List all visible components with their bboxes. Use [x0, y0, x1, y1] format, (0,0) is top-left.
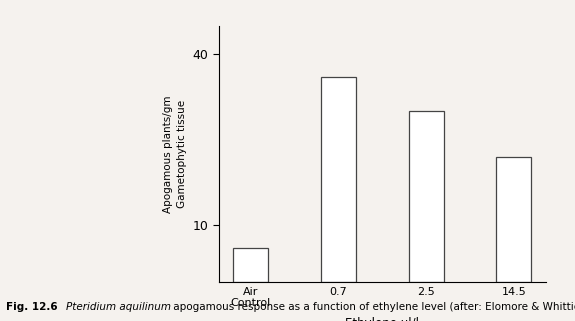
Bar — [233, 248, 269, 282]
Text: apogamous response as a function of ethylene level (after: Elomore & Whittier,: apogamous response as a function of ethy… — [170, 302, 575, 312]
Text: Fig. 12.6: Fig. 12.6 — [6, 302, 58, 312]
Bar — [409, 111, 444, 282]
Bar — [321, 77, 356, 282]
Y-axis label: Apogamous plants/gm
Gametophytic tissue: Apogamous plants/gm Gametophytic tissue — [163, 95, 187, 213]
Text: Pteridium aquilinum: Pteridium aquilinum — [66, 302, 171, 312]
Bar — [496, 157, 531, 282]
X-axis label: Ethylene μl/l: Ethylene μl/l — [346, 317, 419, 321]
